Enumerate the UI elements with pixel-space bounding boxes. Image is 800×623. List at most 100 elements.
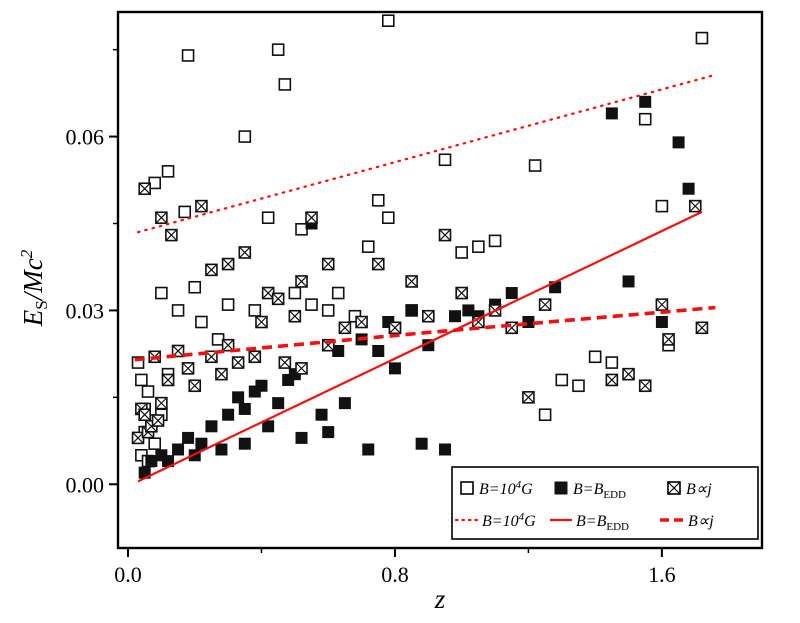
point-crossed-square <box>695 321 709 335</box>
fit-line-dotted <box>136 74 714 234</box>
point-crossed-square <box>151 414 165 427</box>
point-crossed-square <box>605 373 619 387</box>
point-open-square <box>538 408 552 422</box>
legend-bedd-line-sub: EDD <box>606 521 629 533</box>
legend-open-square-icon <box>460 481 474 495</box>
point-open-square <box>238 130 252 143</box>
point-crossed-square <box>305 211 318 225</box>
legend-b1e4-line-pre: B=10 <box>482 513 519 530</box>
point-crossed-square <box>388 321 402 335</box>
point-filled-square <box>672 136 685 149</box>
point-filled-square <box>322 426 335 439</box>
scatter-points <box>131 14 709 479</box>
point-crossed-square <box>288 309 302 323</box>
point-open-square <box>295 222 308 236</box>
point-open-square <box>248 304 262 317</box>
legend-label-b1e4-line: B=104G <box>482 511 536 530</box>
point-filled-square <box>372 344 385 357</box>
point-crossed-square <box>195 199 208 213</box>
point-filled-square <box>449 310 462 323</box>
legend-b1e4-sup: 4 <box>516 479 522 491</box>
point-crossed-square <box>522 391 535 404</box>
point-crossed-square <box>205 263 218 277</box>
legend-label-bj-line: B∝j <box>688 513 714 530</box>
point-crossed-square <box>688 199 702 213</box>
point-crossed-square <box>321 257 335 271</box>
point-filled-square <box>205 420 218 433</box>
point-open-square <box>271 43 285 56</box>
point-crossed-square <box>155 211 168 225</box>
y-label-mid: /Mc <box>18 258 48 302</box>
point-open-square <box>638 112 652 126</box>
point-filled-square <box>405 304 418 317</box>
plot-border <box>116 10 764 550</box>
point-filled-square <box>255 379 268 392</box>
point-filled-square <box>215 443 228 456</box>
point-crossed-square <box>231 356 245 369</box>
point-open-square <box>195 315 208 329</box>
point-filled-square <box>388 362 401 375</box>
point-crossed-square <box>271 292 285 306</box>
point-crossed-square <box>338 321 352 335</box>
point-filled-square <box>232 391 245 404</box>
point-open-square <box>305 298 318 311</box>
point-crossed-square <box>538 298 552 311</box>
legend-bedd-pre: B=B <box>573 481 604 498</box>
point-filled-square <box>605 107 618 120</box>
point-filled-square <box>295 431 308 444</box>
legend-b1e4-pre: B=10 <box>479 481 516 498</box>
point-crossed-square <box>138 182 151 196</box>
point-filled-square <box>222 408 235 421</box>
x-tick-label: 0.8 <box>381 562 409 587</box>
point-open-square <box>288 286 302 300</box>
legend-filled-square-icon <box>554 481 568 495</box>
point-crossed-square <box>355 315 368 329</box>
point-open-square <box>181 49 195 62</box>
point-open-square <box>261 211 275 225</box>
point-crossed-square <box>371 257 385 271</box>
x-axis-label: z <box>434 584 446 614</box>
point-crossed-square <box>155 396 168 410</box>
point-open-square <box>472 240 485 253</box>
point-open-square <box>278 78 292 91</box>
legend-b1e4-line-sup: 4 <box>519 511 525 523</box>
point-open-square <box>141 385 155 398</box>
point-crossed-square <box>662 333 675 346</box>
y-tick-label: 0.00 <box>66 472 105 497</box>
point-crossed-square <box>622 367 635 381</box>
point-open-square <box>148 437 162 450</box>
point-filled-square <box>145 455 158 468</box>
point-crossed-square <box>221 257 235 271</box>
point-crossed-square <box>638 379 652 393</box>
point-open-square <box>381 14 395 27</box>
legend-crossed-square-icon <box>667 481 681 495</box>
point-open-square <box>572 379 585 393</box>
point-open-square <box>135 373 148 387</box>
point-open-square <box>528 159 542 172</box>
point-crossed-square <box>655 298 669 311</box>
point-filled-square <box>315 408 328 421</box>
point-open-square <box>605 356 619 369</box>
point-crossed-square <box>255 315 268 329</box>
point-crossed-square <box>321 338 335 352</box>
point-open-square <box>488 234 502 248</box>
point-open-square <box>371 194 385 207</box>
point-open-square <box>588 350 602 364</box>
y-label-sup: 2 <box>17 249 36 258</box>
point-open-square <box>438 153 452 167</box>
point-crossed-square <box>455 286 468 300</box>
point-open-square <box>188 280 202 294</box>
point-filled-square <box>362 443 375 456</box>
legend-label-bj: B∝j <box>686 481 712 498</box>
point-crossed-square <box>295 362 308 375</box>
axis-ticks: 0.0 0.8 1.6 0.00 0.03 0.06 <box>66 48 676 587</box>
legend-box <box>451 466 759 540</box>
point-filled-square <box>622 275 635 288</box>
point-filled-square <box>639 95 652 108</box>
point-crossed-square <box>248 350 262 364</box>
y-tick-label: 0.03 <box>66 298 105 323</box>
point-filled-square <box>172 443 185 456</box>
point-crossed-square <box>165 228 178 242</box>
